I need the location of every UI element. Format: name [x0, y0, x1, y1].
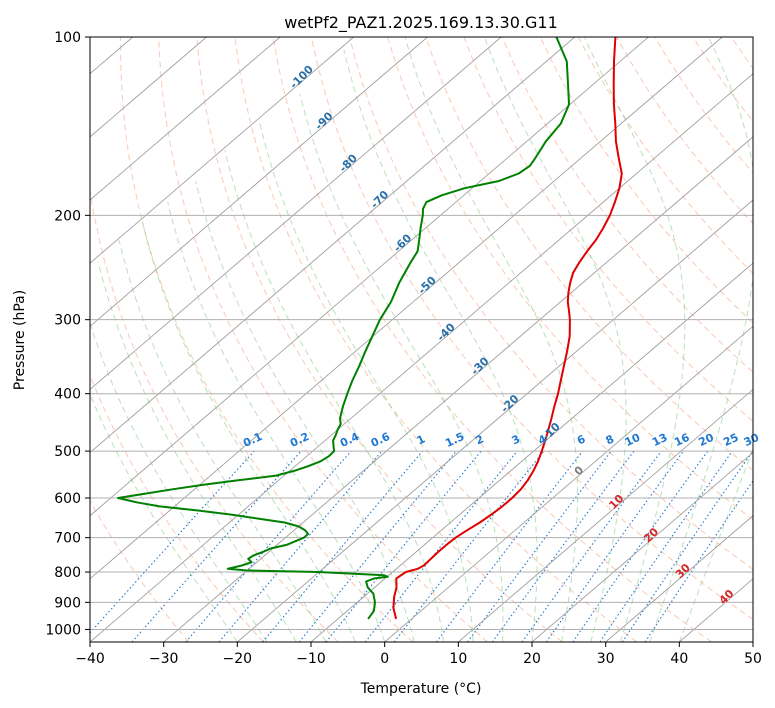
y-tick-label: 700 — [54, 531, 81, 547]
isotherm-line — [531, 451, 753, 642]
isotherm-line — [90, 37, 355, 264]
moist-adiabat — [483, 37, 627, 642]
moist-adiabat — [167, 201, 386, 642]
isotherm-line — [90, 37, 502, 391]
mixing-ratio-label: 10 — [623, 431, 643, 449]
mixing-ratio-label: 30 — [742, 431, 762, 449]
isotherm-line — [237, 199, 753, 642]
mixing-ratio-line — [364, 450, 518, 642]
x-tick-label: 50 — [744, 651, 762, 667]
dry-adiabat — [90, 374, 264, 642]
moist-adiabat — [343, 49, 538, 642]
y-tick-label: 100 — [54, 30, 81, 46]
moist-adiabat — [583, 37, 686, 642]
x-tick-label: 20 — [523, 651, 541, 667]
isotherm-line — [90, 37, 428, 327]
isotherm-line — [90, 37, 576, 454]
mixing-ratio-line — [521, 450, 662, 642]
isotherm-line — [163, 136, 753, 642]
x-tick-label: 30 — [597, 651, 615, 667]
mixing-ratio-line — [467, 450, 612, 642]
moist-adiabat — [90, 321, 268, 642]
x-tick-label: 40 — [670, 651, 688, 667]
moist-adiabat — [97, 262, 297, 642]
dry-adiabat — [90, 499, 190, 642]
mixing-ratio-line — [572, 450, 709, 642]
dry-adiabat — [349, 37, 753, 570]
isotherm-line — [90, 37, 649, 517]
y-tick-label: 1000 — [45, 622, 81, 638]
plot-background — [90, 37, 753, 642]
mixing-ratio-line — [90, 450, 255, 634]
dry-adiabat — [310, 37, 753, 620]
y-tick-label: 900 — [54, 595, 81, 611]
plot-frame — [89, 36, 754, 643]
mixing-ratio-line — [545, 450, 684, 642]
dry-adiabat — [158, 37, 488, 642]
x-tick-label: 0 — [380, 651, 389, 667]
mixing-ratio-line — [298, 450, 457, 642]
y-axis-label: Pressure (hPa) — [12, 290, 28, 390]
dry-adiabat — [90, 187, 339, 642]
grid-layer — [90, 37, 753, 642]
y-tick-label: 500 — [54, 444, 81, 460]
dry-adiabat — [196, 37, 563, 642]
mixing-ratio-label: 16 — [672, 431, 692, 449]
x-tick-label: −20 — [223, 651, 253, 667]
temperature-profile — [392, 37, 623, 620]
moist-adiabat — [195, 180, 415, 642]
isotherm-line — [384, 325, 753, 642]
y-tick-label: 600 — [54, 491, 81, 507]
mixing-ratio-line — [435, 450, 584, 642]
x-tick-label: −40 — [75, 651, 105, 667]
x-tick-label: −30 — [149, 651, 179, 667]
mixing-ratio-line — [599, 450, 733, 642]
y-tick-label: 300 — [54, 313, 81, 329]
mixing-ratio-label: 20 — [697, 431, 717, 449]
mixing-ratio-line — [325, 450, 482, 642]
x-tick-label: −10 — [296, 651, 326, 667]
mixing-ratio-line — [621, 450, 753, 642]
isotherm-line — [90, 73, 753, 642]
mixing-ratio-label: 25 — [721, 431, 740, 449]
isotherm-line — [605, 515, 753, 642]
dry-adiabat — [234, 37, 638, 642]
dewpoint-profile — [117, 37, 570, 620]
mixing-ratio-line — [644, 479, 753, 642]
isotherm-line — [458, 388, 753, 642]
mixing-ratio-line — [262, 450, 423, 642]
moist-adiabat — [141, 221, 356, 642]
x-tick-label: 10 — [449, 651, 467, 667]
y-tick-label: 400 — [54, 387, 81, 403]
moist-adiabat — [404, 37, 578, 642]
x-axis-label: Temperature (°C) — [360, 681, 482, 697]
data-layer — [117, 37, 623, 620]
moist-adiabat — [259, 123, 474, 642]
isotherm-line — [90, 37, 281, 201]
y-tick-label: 800 — [54, 565, 81, 581]
isotherm-line — [310, 262, 753, 642]
dry-adiabat — [425, 37, 753, 471]
axis-layer: −40 −30 −20 −10 0 10 20 30 40 50 100 200 300 400 500 60… — [45, 30, 762, 667]
chart-title: wetPf2_PAZ1.2025.169.13.30.G11 — [284, 13, 558, 33]
moist-adiabat — [678, 447, 753, 642]
y-tick-label: 200 — [54, 208, 81, 224]
mixing-ratio-label: 13 — [650, 431, 669, 449]
isotherm-line — [90, 37, 723, 580]
